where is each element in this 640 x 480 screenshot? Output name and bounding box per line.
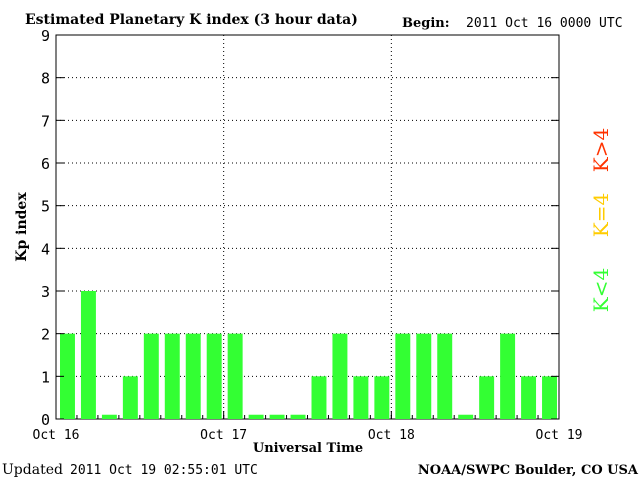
kp-bar (143, 333, 159, 419)
y-tick-label: 0 (41, 411, 50, 429)
kp-bar (290, 414, 306, 419)
kp-bar (458, 414, 474, 419)
x-axis: Oct 16 Oct 17 Oct 18 Oct 19 (33, 411, 583, 443)
kp-bar (164, 333, 180, 419)
y-tick-label: 4 (41, 240, 50, 258)
y-axis-label: Kp index (14, 192, 30, 262)
kp-bar (395, 333, 411, 419)
kp-bar (227, 333, 243, 419)
updated-value: 2011 Oct 19 02:55:01 UTC (70, 463, 258, 478)
kp-bar (269, 414, 285, 419)
x-tick-label: Oct 18 (368, 428, 415, 443)
kp-bar (500, 333, 516, 419)
y-tick-label: 3 (41, 283, 50, 301)
legend-k-greater-4: K>4 (589, 128, 613, 172)
y-tick-label: 8 (41, 70, 50, 88)
chart-title: Estimated Planetary K index (3 hour data… (25, 12, 358, 28)
kp-bar (353, 376, 369, 419)
y-axis: 0 1 2 3 4 5 6 7 8 9 (41, 27, 559, 429)
begin-label: Begin: (402, 16, 450, 31)
kp-bar (374, 376, 390, 419)
y-tick-label: 5 (41, 198, 50, 216)
kp-bar (521, 376, 537, 419)
kp-bar (206, 333, 222, 419)
y-tick-label: 6 (41, 155, 50, 173)
kp-bar (60, 333, 75, 419)
bars-group (60, 291, 557, 419)
x-tick-label: Oct 17 (200, 428, 247, 443)
y-tick-label: 1 (41, 368, 50, 386)
begin-value: 2011 Oct 16 0000 UTC (466, 16, 623, 31)
legend-k-equal-4: K=4 (589, 193, 613, 237)
y-tick-label: 2 (41, 326, 50, 344)
source-credit: NOAA/SWPC Boulder, CO USA (418, 463, 639, 478)
grid-lines (56, 35, 559, 419)
kp-bar (185, 333, 201, 419)
y-tick-label: 9 (41, 27, 50, 45)
kp-bar (311, 376, 327, 419)
legend-k-less-4: K<4 (589, 268, 613, 312)
kp-bar (332, 333, 348, 419)
x-tick-label: Oct 19 (536, 428, 583, 443)
updated-label: Updated (2, 462, 63, 478)
kp-bar (122, 376, 138, 419)
kp-bar (101, 414, 117, 419)
kp-bar (248, 414, 264, 419)
kp-bar (80, 291, 96, 419)
plot-frame (55, 34, 560, 420)
y-tick-label: 7 (41, 112, 50, 130)
kp-bar (479, 376, 495, 419)
x-tick-label: Oct 16 (33, 428, 80, 443)
kp-bar (416, 333, 432, 419)
kp-bar (542, 376, 557, 419)
x-axis-label: Universal Time (253, 441, 363, 456)
kp-bar (437, 333, 453, 419)
